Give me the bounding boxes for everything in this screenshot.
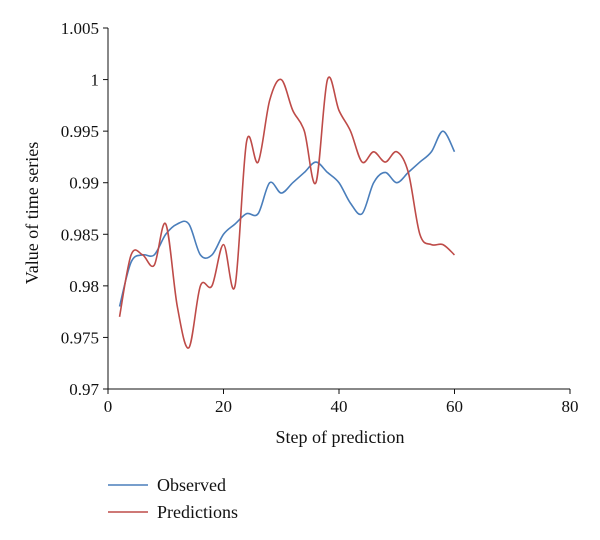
x-tick-label: 20 [215, 397, 232, 416]
x-axis-ticks: 0 20 40 60 80 [104, 389, 579, 416]
y-tick-label: 0.97 [69, 380, 99, 399]
x-axis-title: Step of prediction [276, 427, 405, 447]
legend: Observed Predictions [108, 475, 238, 522]
y-tick-label: 0.985 [61, 225, 99, 244]
series-line-predictions [118, 76, 456, 349]
x-tick-label: 80 [562, 397, 579, 416]
y-tick-label: 1 [91, 71, 100, 90]
x-tick-label: 60 [446, 397, 463, 416]
y-tick-label: 1.005 [61, 19, 99, 38]
y-tick-label: 0.98 [69, 277, 99, 296]
legend-label-observed: Observed [157, 475, 226, 495]
series-group [118, 76, 456, 349]
x-tick-label: 0 [104, 397, 113, 416]
y-tick-label: 0.995 [61, 122, 99, 141]
y-tick-label: 0.975 [61, 328, 99, 347]
y-axis-ticks: 0.97 0.975 0.98 0.985 0.99 0.995 1 1.005 [61, 19, 108, 399]
x-tick-label: 40 [331, 397, 348, 416]
legend-label-predictions: Predictions [157, 502, 238, 522]
y-axis-title: Value of time series [22, 142, 42, 284]
series-line-observed [118, 130, 456, 307]
y-tick-label: 0.99 [69, 174, 99, 193]
